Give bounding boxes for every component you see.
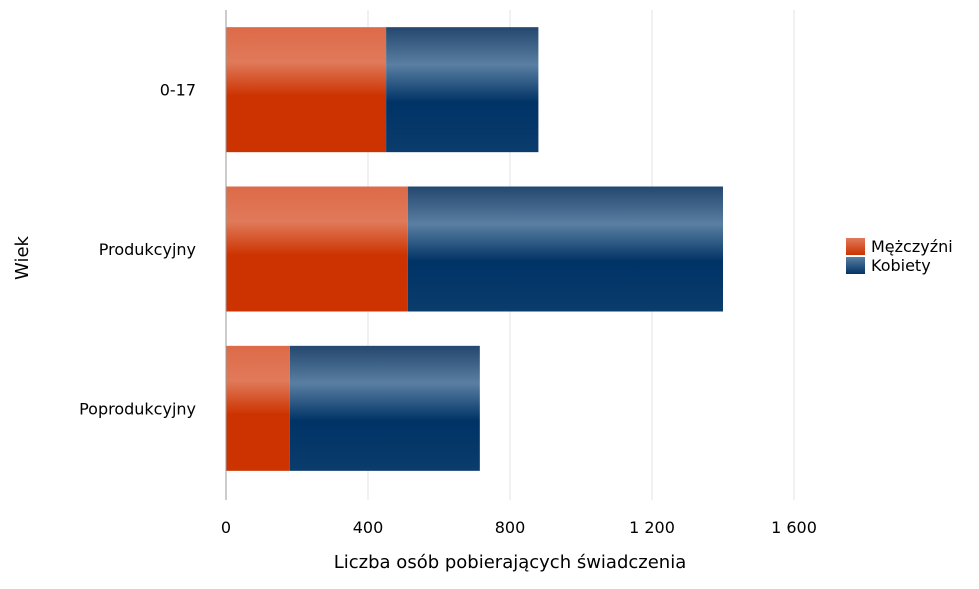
legend-swatch-women (846, 257, 865, 274)
category-label-0: 0-17 (160, 81, 196, 100)
axes: 0-17 Produkcyjny Poprodukcyjny 0 400 800 1 200… (79, 10, 817, 537)
x-tick-label-2: 800 (495, 518, 526, 537)
category-label-2: Poprodukcyjny (79, 399, 196, 418)
bar-men-2 (226, 345, 290, 471)
bar-women-0 (386, 27, 539, 153)
x-tick-label-4: 1 600 (771, 518, 817, 537)
x-tick-label-3: 1 200 (629, 518, 675, 537)
legend-item-men: Mężczyźni (846, 237, 953, 256)
x-axis-title: Liczba osób pobierających świadczenia (334, 552, 687, 573)
bars (226, 27, 723, 471)
bar-women-2 (289, 345, 480, 471)
category-label-1: Produkcyjny (99, 240, 196, 259)
bar-men-1 (226, 186, 408, 312)
x-tick-label-1: 400 (353, 518, 384, 537)
y-axis-title: Wiek (12, 235, 33, 279)
legend-swatch-men (846, 238, 865, 255)
legend-item-women: Kobiety (846, 256, 953, 275)
bar-women-1 (407, 186, 723, 312)
x-tick-label-0: 0 (221, 518, 231, 537)
legend: Mężczyźni Kobiety (846, 237, 953, 275)
bar-men-0 (226, 27, 387, 153)
legend-label-women: Kobiety (871, 256, 931, 275)
legend-label-men: Mężczyźni (871, 237, 953, 256)
